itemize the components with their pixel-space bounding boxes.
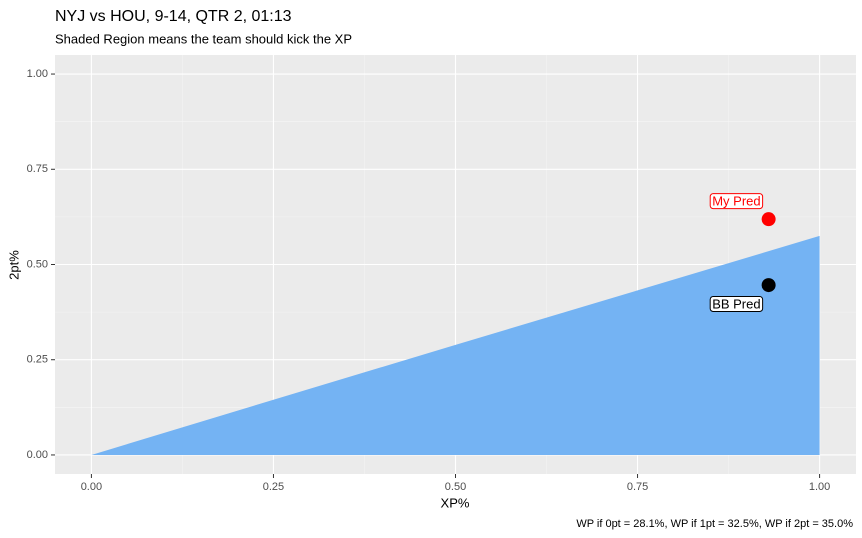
y-axis-title: 2pt% [6, 250, 21, 280]
y-tick-label: 0.75 [27, 163, 48, 175]
chart-subtitle: Shaded Region means the team should kick… [55, 31, 352, 46]
x-tick-label: 1.00 [809, 481, 830, 493]
x-axis-title: XP% [441, 495, 470, 510]
point-label-box [709, 193, 764, 210]
point-label: BB Pred [712, 297, 760, 312]
y-tick-label: 1.00 [27, 68, 48, 80]
y-tick-label: 0.00 [27, 449, 48, 461]
x-tick-label: 0.50 [445, 481, 466, 493]
point-label-box [709, 296, 764, 313]
chart-title: NYJ vs HOU, 9-14, QTR 2, 01:13 [55, 8, 292, 25]
x-tick-label: 0.25 [263, 481, 284, 493]
point-label: My Pred [712, 194, 760, 209]
shaded-area [91, 235, 820, 455]
x-tick-label: 0.75 [627, 481, 648, 493]
y-tick-label: 0.25 [27, 354, 48, 366]
prediction-point [761, 278, 776, 293]
caption: WP if 0pt = 28.1%, WP if 1pt = 32.5%, WP… [576, 518, 853, 530]
prediction-point [761, 212, 776, 227]
x-tick-label: 0.00 [81, 481, 102, 493]
y-tick-label: 0.50 [27, 258, 48, 270]
